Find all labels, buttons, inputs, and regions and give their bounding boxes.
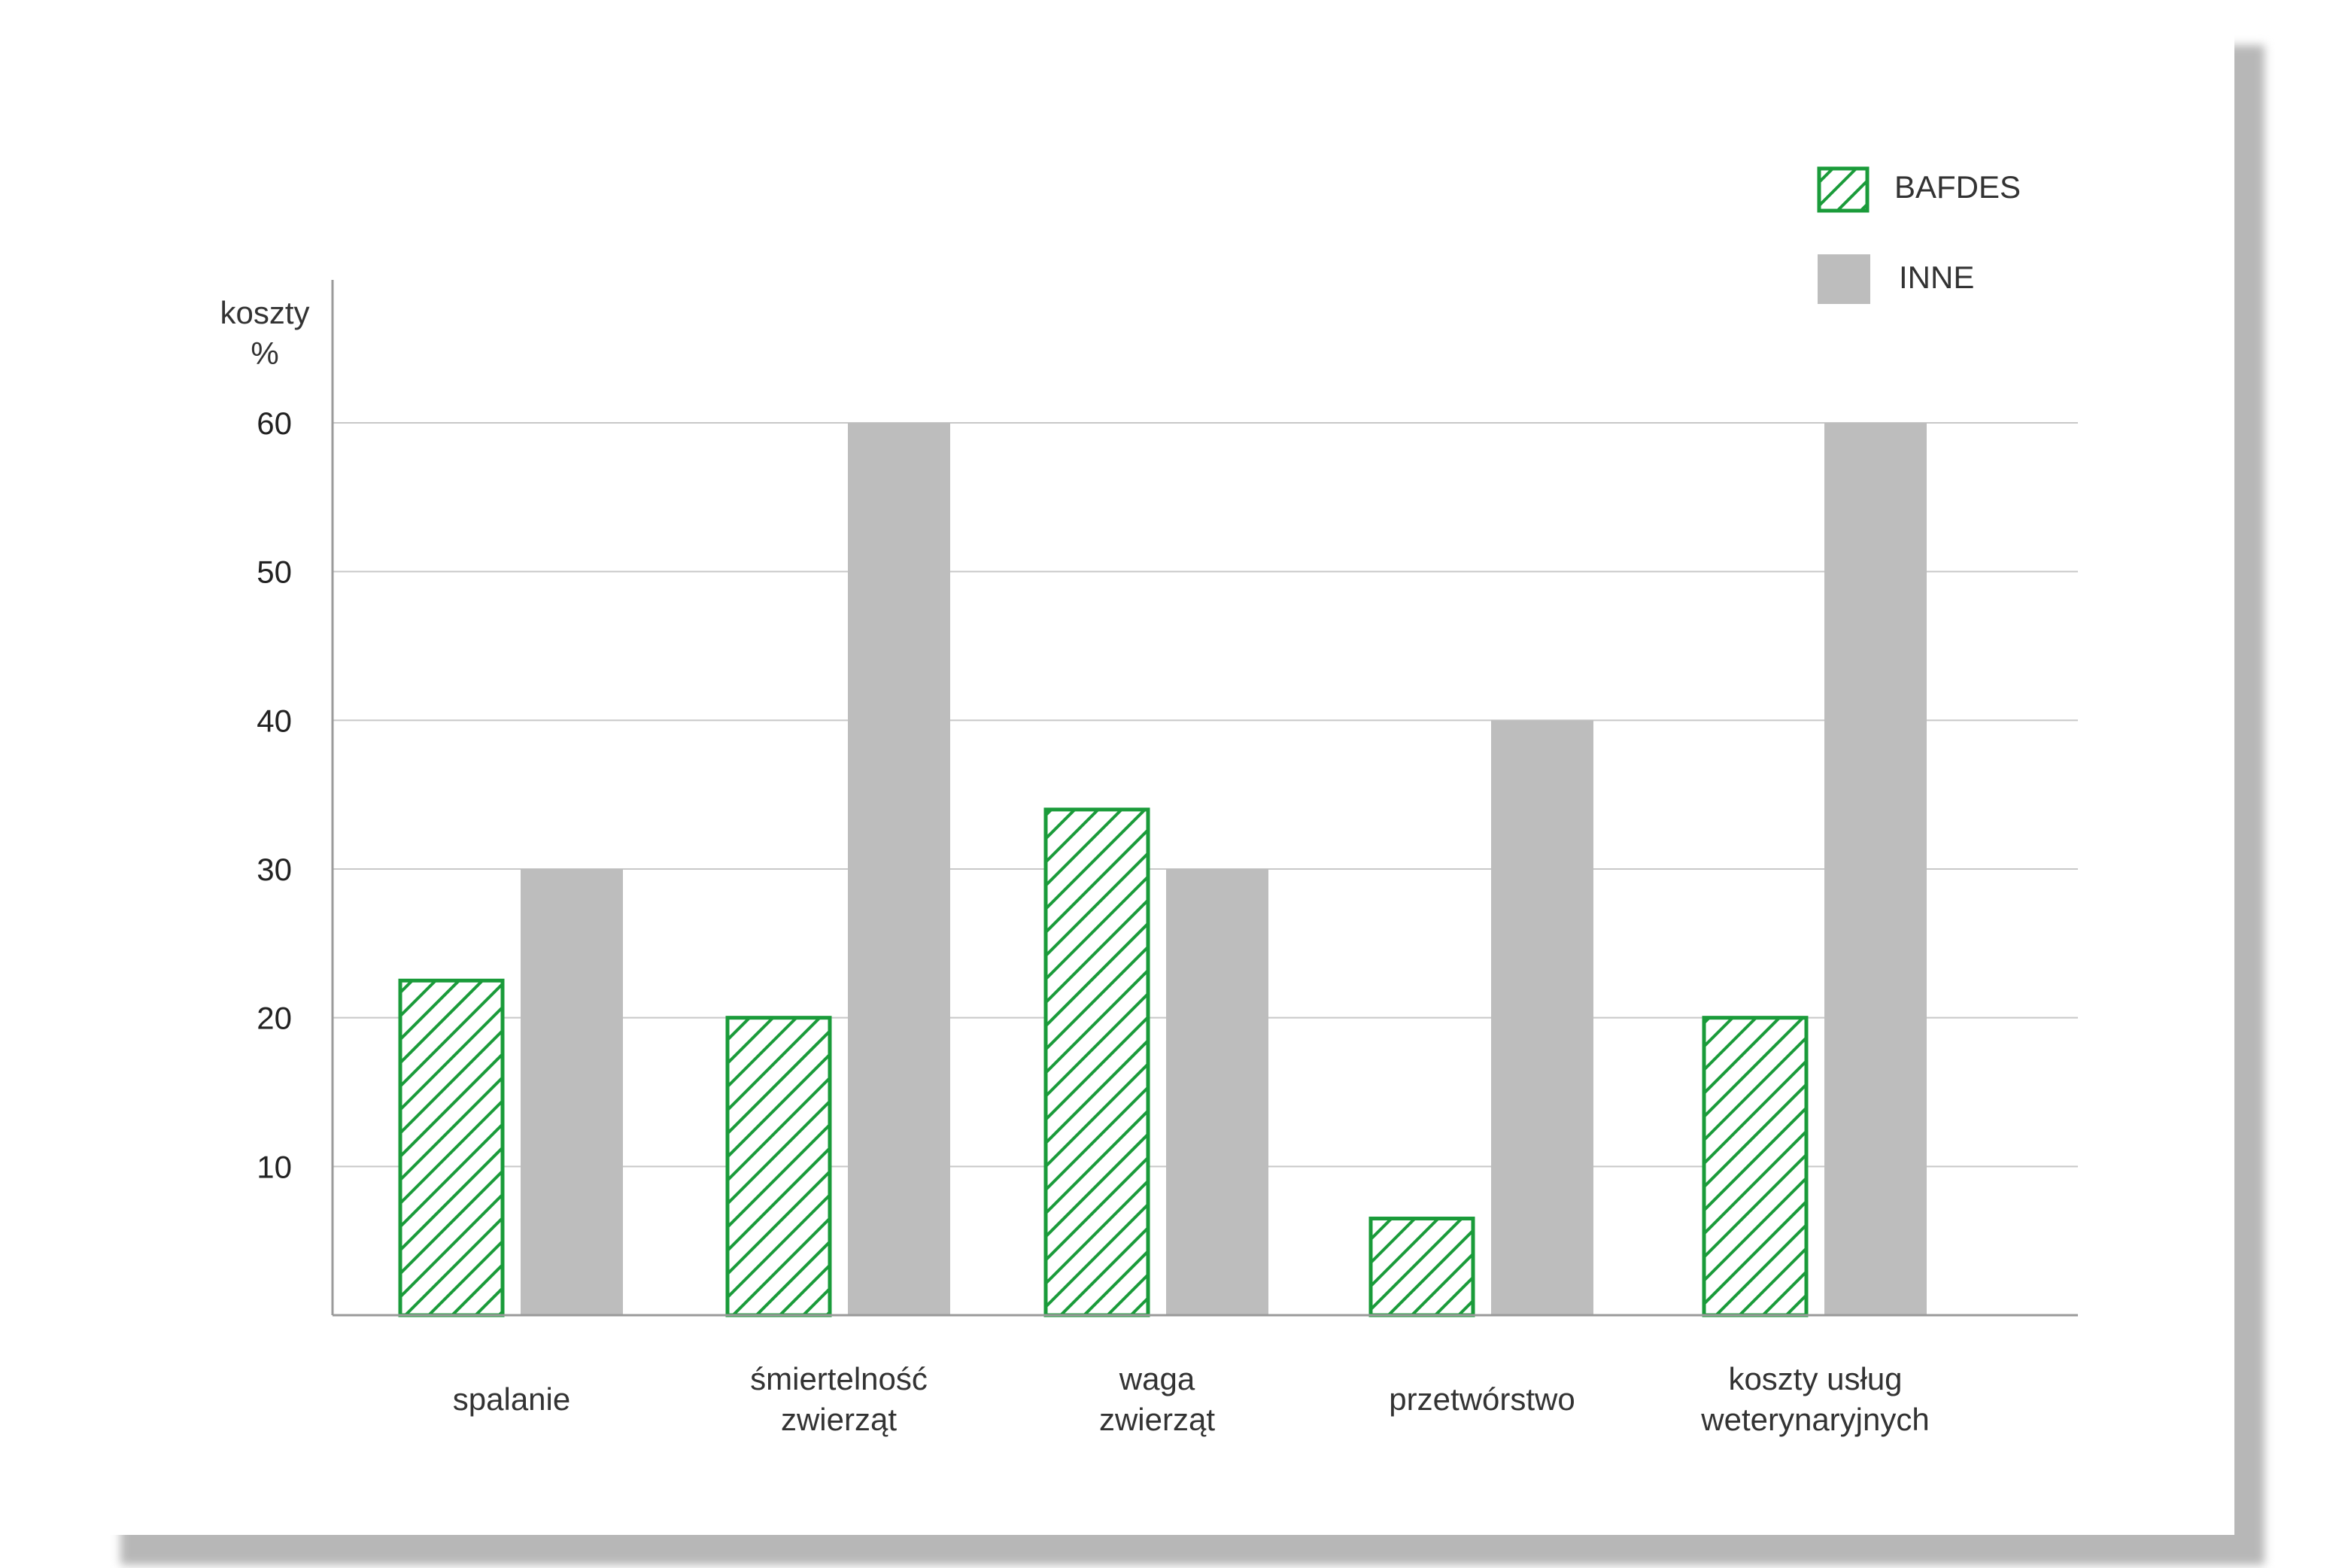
bar-bafdes: [1043, 807, 1150, 1317]
bar-bafdes: [1702, 1016, 1809, 1317]
y-tick-label: 20: [257, 1001, 292, 1036]
bar-inne: [848, 423, 950, 1315]
legend-swatch-bafdes: [1817, 166, 1870, 213]
category-label: śmiertelność: [750, 1361, 928, 1396]
category-label: zwierząt: [1099, 1402, 1215, 1437]
category-label: koszty usług: [1728, 1361, 1902, 1396]
bar-inne: [1166, 869, 1268, 1315]
y-tick-label: 60: [257, 406, 292, 441]
bar-inne: [521, 869, 623, 1315]
y-axis-title: %: [251, 336, 278, 371]
bar-inne: [1491, 720, 1593, 1315]
y-tick-label: 30: [257, 852, 292, 887]
legend: BAFDES INNE: [1817, 166, 2021, 304]
bar-bafdes: [398, 978, 505, 1317]
legend-swatch-inne: [1818, 254, 1870, 304]
y-tick-label: 40: [257, 703, 292, 738]
bar-bafdes: [725, 1016, 832, 1317]
labels: 10 20 30 40 50 60 koszty% spalanie śmiertelność z…: [220, 295, 1929, 1437]
category-label: spalanie: [453, 1381, 570, 1417]
category-label: waga: [1119, 1361, 1195, 1396]
y-tick-label: 50: [257, 555, 292, 590]
legend-label-bafdes: BAFDES: [1894, 169, 2021, 205]
y-tick-label: 10: [257, 1149, 292, 1184]
category-label: zwierząt: [781, 1402, 897, 1437]
y-axis-title: koszty: [220, 295, 309, 330]
category-label: przetwórstwo: [1389, 1381, 1575, 1417]
category-label: weterynaryjnych: [1700, 1402, 1929, 1437]
legend-label-inne: INNE: [1899, 260, 1974, 295]
bars: [398, 423, 1927, 1317]
bar-bafdes: [1368, 1217, 1475, 1317]
bar-inne: [1824, 423, 1927, 1315]
axes: [331, 280, 2078, 1317]
